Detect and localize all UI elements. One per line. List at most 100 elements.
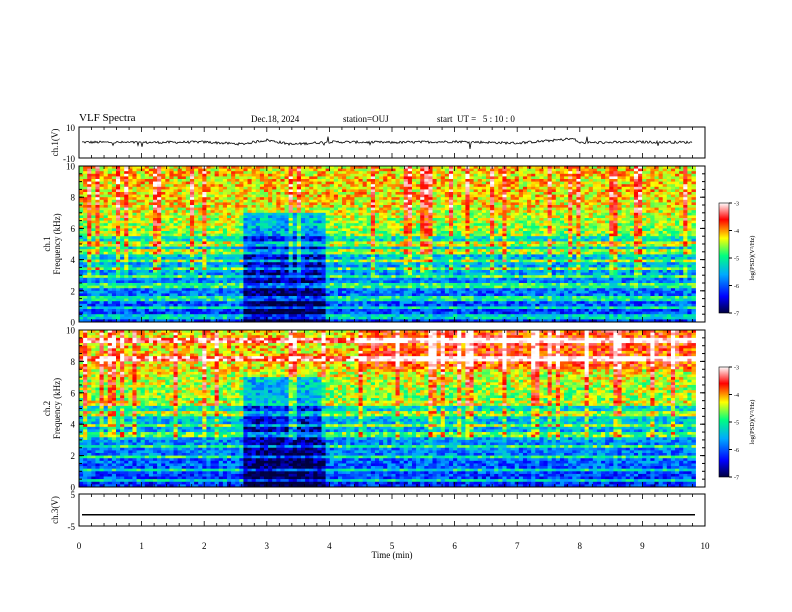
spectrogram-cell (91, 277, 96, 281)
spectrogram-cell (370, 277, 376, 281)
spectrogram-cell (99, 296, 104, 299)
spectrogram-cell (374, 264, 380, 268)
spectrogram-cell (177, 189, 183, 193)
spectrogram-cell (321, 179, 326, 182)
spectrogram-cell (185, 285, 191, 289)
spectrogram-cell (259, 228, 265, 232)
spectrogram-cell (165, 249, 170, 253)
spectrogram-cell (395, 251, 400, 255)
spectrogram-cell (387, 251, 392, 255)
spectrogram-cell (214, 303, 220, 307)
spectrogram-cell (259, 207, 265, 211)
spectrogram-cell (333, 316, 339, 320)
spectrogram-cell (181, 184, 187, 188)
spectrogram-cell (305, 303, 310, 307)
spectrogram-cell (317, 277, 322, 281)
spectrogram-cell (280, 220, 285, 224)
spectrogram-cell (292, 218, 298, 221)
spectrogram-cell (358, 298, 363, 302)
spectrogram-cell (350, 280, 355, 284)
spectrogram-cell (235, 192, 240, 195)
spectrogram-cell (99, 184, 104, 188)
spectrogram-cell (214, 194, 220, 198)
spectrogram-cell (124, 293, 129, 297)
spectrogram-cell (148, 262, 154, 266)
spectrogram-cell (177, 314, 183, 318)
spectrogram-cell (259, 179, 265, 182)
spectrogram-cell (87, 264, 92, 268)
spectrogram-cell (222, 241, 228, 245)
spectrogram-cell (337, 197, 343, 201)
spectrogram-cell (214, 225, 220, 229)
spectrogram-cell (268, 228, 273, 232)
spectrogram-cell (309, 251, 314, 255)
spectrogram-cell (354, 228, 359, 232)
spectrogram-cell (346, 303, 351, 307)
spectrogram-cell (399, 228, 405, 232)
spectrogram-cell (391, 236, 396, 240)
spectrogram-cell (268, 293, 273, 297)
spectrogram-cell (243, 296, 248, 299)
spectrogram-cell (214, 197, 220, 201)
spectrogram-cell (305, 166, 310, 169)
spectrogram-cell (276, 215, 281, 219)
spectrogram-cell (354, 225, 359, 229)
spectrogram-cell (296, 205, 302, 208)
spectrogram-cell (411, 173, 417, 177)
spectrogram-cell (210, 285, 215, 289)
spectrogram-cell (366, 298, 372, 302)
spectrogram-cell (263, 205, 269, 208)
spectrogram-cell (403, 228, 409, 232)
spectrogram-cell (366, 246, 372, 250)
spectrogram-cell (337, 238, 343, 242)
spectrogram-cell (325, 225, 331, 229)
start-ut-label: start UT = 5 : 10 : 0 (437, 114, 515, 124)
spectrogram-cell (317, 251, 322, 255)
spectrogram-cell (144, 280, 150, 284)
spectrogram-cell (383, 238, 388, 242)
spectrogram-cell (173, 179, 178, 182)
spectrogram-cell (391, 168, 396, 172)
spectrogram-cell (231, 210, 236, 214)
spectrogram-cell (251, 288, 257, 292)
spectrogram-cell (268, 272, 273, 276)
spectrogram-cell (300, 285, 306, 289)
spectrogram-cell (111, 244, 117, 247)
spectrogram-cell (300, 171, 306, 175)
spectrogram-cell (346, 192, 351, 195)
spectrogram-cell (383, 277, 388, 281)
spectrogram-cell (370, 275, 376, 279)
spectrogram-cell (194, 207, 199, 211)
spectrogram-cell (292, 205, 298, 208)
spectrogram-cell (120, 293, 125, 297)
spectrogram-cell (346, 246, 351, 250)
spectrogram-cell (342, 262, 347, 266)
spectrogram-cell (107, 254, 113, 258)
spectrogram-cell (177, 257, 183, 260)
spectrogram-cell (235, 186, 240, 190)
spectrogram-cell (284, 238, 289, 242)
spectrogram-cell (181, 298, 187, 302)
spectrogram-cell (136, 166, 141, 169)
spectrogram-cell (370, 171, 376, 175)
spectrogram-cell (144, 275, 150, 279)
spectrogram-cell (91, 290, 96, 294)
spectrogram-cell (243, 225, 248, 229)
spectrogram-cell (235, 173, 240, 177)
spectrogram-cell (243, 270, 248, 273)
spectrogram-cell (309, 309, 314, 312)
spectrogram-cell (342, 272, 347, 276)
spectrogram-cell (391, 306, 396, 310)
spectrogram-cell (83, 306, 88, 310)
spectrogram-cell (300, 290, 306, 294)
spectrogram-cell (144, 257, 150, 260)
spectrogram-cell (161, 231, 166, 234)
spectrogram-cell (218, 301, 224, 305)
spectrogram-cell (132, 181, 137, 185)
spectrogram-cell (157, 257, 162, 260)
spectrogram-cell (300, 316, 306, 320)
spectrogram-cell (103, 249, 109, 253)
spectrogram-cell (354, 306, 359, 310)
spectrogram-cell (148, 257, 154, 260)
spectrogram-cell (374, 301, 380, 305)
